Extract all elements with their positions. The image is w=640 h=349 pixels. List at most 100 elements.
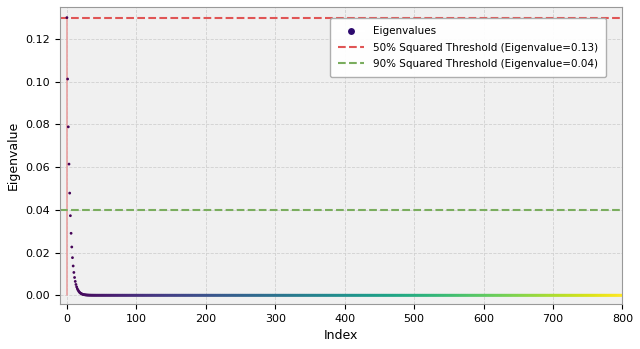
Point xyxy=(209,292,220,298)
Point xyxy=(80,292,90,298)
Point xyxy=(322,292,332,298)
Point xyxy=(430,292,440,298)
Point xyxy=(395,292,405,298)
Point xyxy=(483,292,493,298)
Point xyxy=(373,292,383,298)
Point xyxy=(88,292,98,298)
Point xyxy=(294,292,305,298)
Point xyxy=(296,292,307,298)
Point xyxy=(531,292,541,298)
Point xyxy=(396,292,406,298)
Point xyxy=(355,292,365,298)
Point xyxy=(213,292,223,298)
Point xyxy=(458,292,468,298)
Point xyxy=(284,292,294,298)
Point xyxy=(431,292,441,298)
Point xyxy=(617,292,627,298)
Point xyxy=(173,292,184,298)
Point xyxy=(193,292,203,298)
Point xyxy=(431,292,442,298)
Point xyxy=(554,292,564,298)
Point xyxy=(330,292,340,298)
Point xyxy=(211,292,221,298)
Point xyxy=(525,292,536,298)
Point xyxy=(95,292,106,298)
Point xyxy=(91,292,101,298)
Point xyxy=(357,292,367,298)
Point xyxy=(456,292,466,298)
Point xyxy=(586,292,596,298)
Point xyxy=(127,292,138,298)
Point xyxy=(287,292,298,298)
Point xyxy=(488,292,499,298)
Point xyxy=(189,292,200,298)
Point xyxy=(160,292,170,298)
Point xyxy=(279,292,289,298)
Point xyxy=(177,292,187,298)
Point xyxy=(161,292,171,298)
Point xyxy=(556,292,566,298)
Point xyxy=(413,292,424,298)
Point xyxy=(310,292,321,298)
Point xyxy=(186,292,196,298)
Point xyxy=(138,292,148,298)
Point xyxy=(435,292,445,298)
Point xyxy=(285,292,295,298)
Point xyxy=(400,292,410,298)
Point xyxy=(406,292,416,298)
Point xyxy=(137,292,147,298)
Point xyxy=(90,292,100,298)
Point xyxy=(63,76,73,82)
Point xyxy=(154,292,164,298)
Point xyxy=(198,292,208,298)
Point xyxy=(369,292,379,298)
Point xyxy=(438,292,448,298)
Point xyxy=(370,292,380,298)
Point xyxy=(152,292,163,298)
Point xyxy=(566,292,577,298)
Point xyxy=(392,292,403,298)
Point xyxy=(376,292,387,298)
Point xyxy=(463,292,473,298)
Point xyxy=(560,292,570,298)
Point xyxy=(72,286,83,291)
Point xyxy=(92,292,102,298)
Point xyxy=(191,292,202,298)
Point xyxy=(507,292,517,298)
Point xyxy=(555,292,565,298)
Point xyxy=(156,292,166,298)
Point xyxy=(129,292,139,298)
Point xyxy=(220,292,230,298)
Point xyxy=(609,292,620,298)
Point xyxy=(276,292,286,298)
Point xyxy=(354,292,364,298)
Point xyxy=(224,292,234,298)
Point xyxy=(520,292,530,298)
Point xyxy=(500,292,511,298)
Point xyxy=(162,292,172,298)
Point xyxy=(528,292,538,298)
Point xyxy=(159,292,169,298)
Point xyxy=(161,292,172,298)
Point xyxy=(132,292,142,298)
Point xyxy=(214,292,224,298)
Point xyxy=(179,292,189,298)
Point xyxy=(442,292,452,298)
Point xyxy=(336,292,346,298)
Point xyxy=(401,292,411,298)
Point xyxy=(508,292,518,298)
Point xyxy=(261,292,271,298)
Point xyxy=(170,292,180,298)
Point xyxy=(435,292,445,298)
Point xyxy=(330,292,340,298)
Point xyxy=(573,292,583,298)
Point xyxy=(468,292,479,298)
Point xyxy=(602,292,612,298)
Point xyxy=(63,124,74,129)
Point xyxy=(304,292,314,298)
Point xyxy=(157,292,168,298)
Point xyxy=(408,292,419,298)
Point xyxy=(437,292,447,298)
Point xyxy=(609,292,619,298)
Point xyxy=(76,291,86,297)
